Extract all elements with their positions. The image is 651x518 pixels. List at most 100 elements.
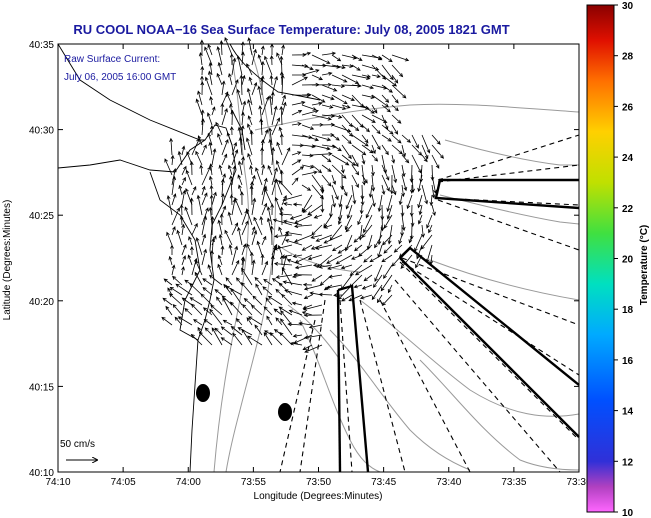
current-vector [181,145,186,156]
current-vector [417,214,423,225]
current-vector [216,296,223,306]
current-vector [386,194,393,213]
current-vector [222,319,233,326]
current-vector [411,144,423,156]
current-vector [171,264,176,276]
current-vector [361,74,372,79]
current-vector [234,196,243,216]
current-vector [278,226,283,236]
current-vector [237,174,243,186]
current-vector [197,90,203,106]
current-vector [162,297,173,306]
current-vector [421,144,429,160]
current-vector [230,325,243,336]
current-vector [246,317,253,326]
current-vector [393,244,403,253]
current-vector [421,134,431,154]
current-vector [220,178,225,196]
current-vector [302,204,313,213]
current-vector [401,184,405,198]
current-vector [391,184,397,196]
current-vector [220,326,233,336]
current-vector [191,138,200,156]
colorbar-tick-label: 20 [622,255,634,266]
current-vector [258,105,263,126]
current-vector [291,159,302,166]
dashed-transects [279,134,580,473]
current-vector [201,118,205,136]
current-vector [201,215,208,236]
current-vector [231,79,239,96]
current-vector [373,274,383,288]
current-vector [281,194,287,206]
current-vector [371,154,379,162]
current-vector [214,327,223,336]
current-vector [230,287,243,306]
current-vector [279,133,284,146]
current-vector [401,154,410,164]
current-vector [235,277,243,286]
current-vector [287,322,303,327]
current-vector [341,94,356,101]
current-vector [361,114,376,123]
current-vector [321,174,332,187]
current-vector [371,74,381,79]
current-vector [269,332,283,346]
current-vector [331,144,342,152]
current-vector [202,307,213,316]
current-vector [181,165,187,176]
current-vector [291,166,305,176]
current-vector [284,289,303,296]
current-vector [307,204,323,216]
current-vector [170,244,174,255]
current-vector [283,202,293,206]
colorbar-ticks: 30 28 26 24 22 20 18 16 14 12 10 [614,1,634,518]
current-vector [398,194,403,206]
current-vector [175,283,193,296]
current-vector [267,164,273,176]
current-vector [241,220,249,236]
current-vector [294,224,313,229]
current-vector [341,184,348,197]
y-tick-label: 40:10 [29,468,54,479]
current-vector [208,206,213,226]
colorbar-tick-label: 30 [622,1,634,12]
current-vector [225,285,243,296]
current-vector [269,225,274,246]
current-vector [401,144,406,158]
current-vector [293,234,313,243]
current-vector [198,331,213,346]
current-vector [381,74,398,87]
current-vector [371,104,378,114]
y-axis: 40:35 40:30 40:25 40:20 40:15 40:10 [29,40,579,479]
current-vector [411,134,419,149]
current-vector [211,327,223,346]
current-vector [408,234,413,244]
current-vector [326,254,343,264]
current-vector [221,205,227,216]
current-vector [301,244,313,251]
current-vector [218,233,223,246]
current-vector [381,64,394,81]
current-vector [171,168,177,186]
current-vector [279,169,284,186]
current-vector [196,194,203,216]
current-vector [170,154,175,166]
current-vector [337,244,353,254]
current-vector [177,150,183,166]
current-vector [291,151,302,156]
current-vector [208,175,213,186]
current-vector [328,274,343,279]
current-vector [292,254,303,258]
current-vector [369,254,383,263]
current-vector [345,194,353,210]
current-vector [293,272,313,277]
current-vector [351,174,359,188]
current-vector [209,96,214,106]
x-tick-label: 74:00 [176,477,201,488]
current-vector [401,174,408,192]
current-vector [320,194,325,213]
current-vector [321,51,337,56]
current-vector [288,309,303,316]
current-vector [391,124,399,135]
